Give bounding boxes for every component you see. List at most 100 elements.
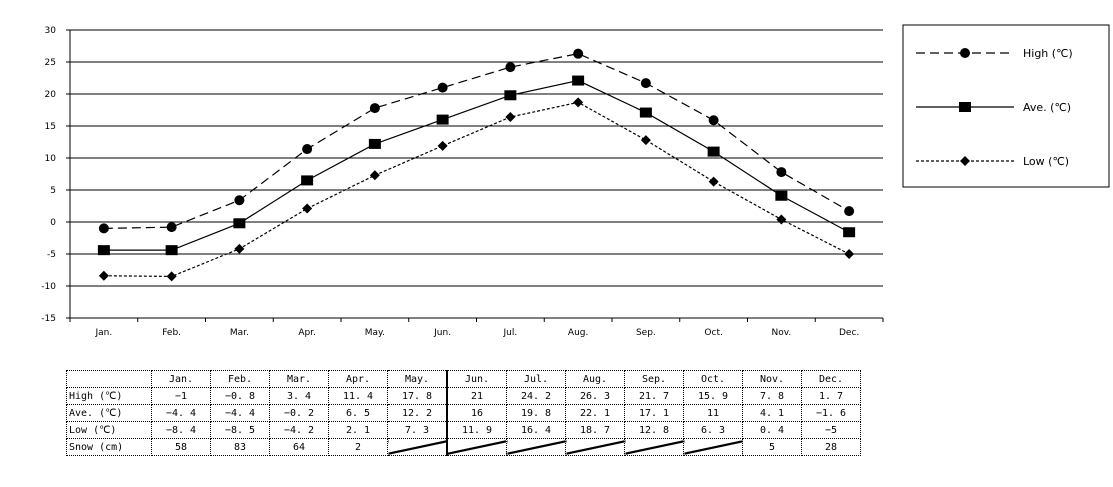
data-point-square xyxy=(639,107,652,118)
chart-gridlines xyxy=(70,29,883,287)
table-cell xyxy=(387,438,448,456)
table-cell: −1 xyxy=(151,387,211,405)
data-point-diamond xyxy=(166,271,177,282)
table-cell: 16 xyxy=(446,404,507,422)
x-tick-label: Jun. xyxy=(433,328,451,338)
table-cell: 11. 4 xyxy=(328,387,388,405)
table-row: Snow (cm) 58 83 64 2 5 28 xyxy=(66,438,861,456)
table-cell: −1. 6 xyxy=(801,404,861,422)
table-row: High (℃) −1 −0. 8 3. 4 11. 4 17. 8 21 24. 2 26. … xyxy=(66,387,861,405)
y-tick-label: 10 xyxy=(45,154,57,164)
table-cell: 64 xyxy=(269,438,329,456)
data-point-circle xyxy=(844,206,855,217)
table-cell: 58 xyxy=(151,438,211,456)
table-cell: −8. 4 xyxy=(151,421,211,439)
data-point-circle xyxy=(166,222,177,233)
table-cell: 4. 1 xyxy=(742,404,802,422)
table-header-cell: Jun. xyxy=(446,370,507,388)
table-cell: 15. 9 xyxy=(683,387,743,405)
legend-marker-diamond xyxy=(960,156,970,166)
table-cell: −4. 4 xyxy=(151,404,211,422)
data-point-diamond xyxy=(505,112,516,123)
data-point-square xyxy=(165,245,178,256)
data-point-diamond xyxy=(573,97,584,108)
table-cell: 0. 4 xyxy=(742,421,802,439)
y-tick-label: 20 xyxy=(45,90,57,100)
table-cell: −0. 2 xyxy=(269,404,329,422)
data-point-square xyxy=(233,218,246,229)
data-point-diamond xyxy=(437,140,448,151)
table-cell: 24. 2 xyxy=(506,387,566,405)
x-tick-label: Jul. xyxy=(503,328,518,338)
x-tick-label: Mar. xyxy=(230,328,249,338)
table-cell: 16. 4 xyxy=(506,421,566,439)
table-cell: 7. 3 xyxy=(387,421,448,439)
table-cell xyxy=(446,438,507,456)
table-cell: 12. 2 xyxy=(387,404,448,422)
table-header-cell: Feb. xyxy=(210,370,270,388)
data-point-circle xyxy=(234,195,245,206)
table-cell: −4. 4 xyxy=(210,404,270,422)
data-point-diamond xyxy=(98,270,109,281)
table-header-row: Jan. Feb. Mar. Apr. May. Jun. Jul. Aug. Sep. Oct.… xyxy=(66,370,861,388)
table-cell: 21 xyxy=(446,387,507,405)
legend-label: Ave. (℃) xyxy=(1023,101,1071,114)
legend-label: High (℃) xyxy=(1023,47,1073,60)
table-cell: 5 xyxy=(742,438,802,456)
table-header-cell: Jan. xyxy=(151,370,211,388)
table-row-label: High (℃) xyxy=(66,387,152,405)
table-row: Low (℃) −8. 4 −8. 5 −4. 2 2. 1 7. 3 11. 9 16. 4… xyxy=(66,421,861,439)
data-point-square xyxy=(436,114,449,125)
table-cell xyxy=(624,438,684,456)
table-cell: 1. 7 xyxy=(801,387,861,405)
table-cell: 17. 8 xyxy=(387,387,448,405)
x-tick-label: Nov. xyxy=(772,328,792,338)
y-tick-label: 25 xyxy=(45,58,56,68)
data-point-square xyxy=(843,227,856,238)
x-tick-label: Feb. xyxy=(162,328,181,338)
data-point-diamond xyxy=(776,214,787,225)
table-cell: 17. 1 xyxy=(624,404,684,422)
y-tick-label: 0 xyxy=(50,218,56,228)
data-point-diamond xyxy=(640,135,651,146)
table-header-cell: Aug. xyxy=(565,370,625,388)
legend-box xyxy=(902,24,1110,188)
series-lines xyxy=(103,53,850,278)
data-point-diamond xyxy=(708,176,719,187)
x-tick-label: Sep. xyxy=(636,328,656,338)
table-cell: −8. 5 xyxy=(210,421,270,439)
x-tick-label: Jan. xyxy=(95,328,113,338)
table-cell: 7. 8 xyxy=(742,387,802,405)
table-header-cell: Sep. xyxy=(624,370,684,388)
x-tick-label: Dec. xyxy=(839,328,859,338)
x-tick-label: May. xyxy=(365,328,385,338)
data-point-circle xyxy=(505,62,516,73)
y-tick-label: 30 xyxy=(45,26,57,36)
data-point-diamond xyxy=(369,170,380,181)
data-point-diamond xyxy=(844,249,855,259)
data-point-diamond xyxy=(234,243,245,254)
data-point-circle xyxy=(640,78,651,89)
table-cell: 2. 1 xyxy=(328,421,388,439)
table-cell: 21. 7 xyxy=(624,387,684,405)
table-cell: −4. 2 xyxy=(269,421,329,439)
table-cell xyxy=(683,438,743,456)
table-cell: −5 xyxy=(801,421,861,439)
series-line-square xyxy=(103,79,850,251)
table-cell: 6. 3 xyxy=(683,421,743,439)
series-line-circle xyxy=(103,53,850,229)
table-header-cell: Oct. xyxy=(683,370,743,388)
table-row-label: Snow (cm) xyxy=(66,438,152,456)
chart-axes xyxy=(66,29,884,322)
table-row-label: Low (℃) xyxy=(66,421,152,439)
data-point-diamond xyxy=(302,203,313,214)
y-tick-label: -10 xyxy=(41,282,56,292)
table-header-cell: May. xyxy=(387,370,448,388)
table-cell: 28 xyxy=(801,438,861,456)
table-header-cell: Mar. xyxy=(269,370,329,388)
table-cell: 19. 8 xyxy=(506,404,566,422)
table-cell: 2 xyxy=(328,438,388,456)
table-cell: 12. 8 xyxy=(624,421,684,439)
chart-legend: High (℃) Ave. (℃) Low (℃) xyxy=(902,24,1110,188)
